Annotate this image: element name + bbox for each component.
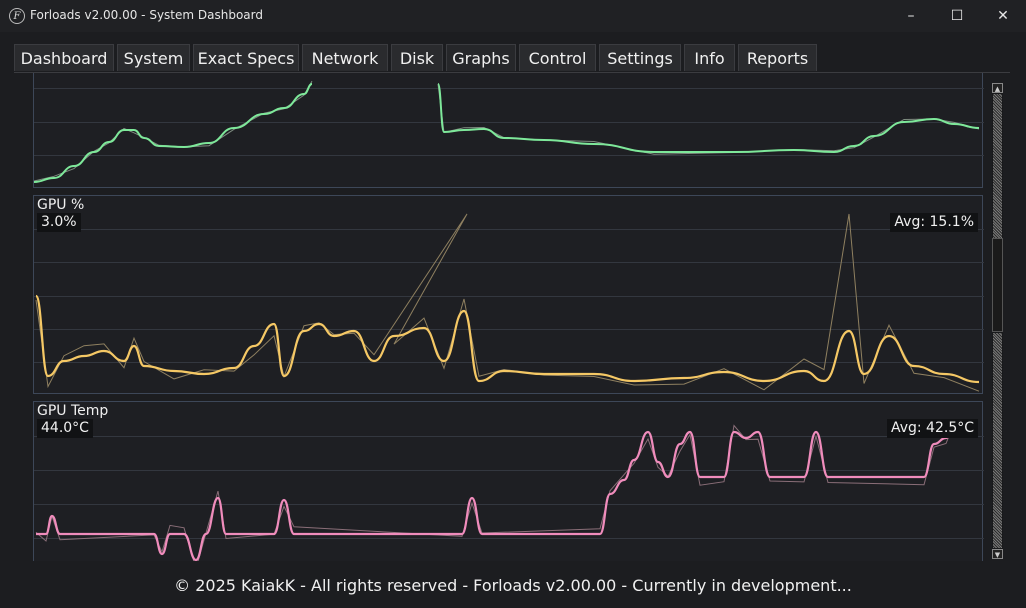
tab-disk[interactable]: Disk [391, 44, 443, 71]
tab-info[interactable]: Info [684, 44, 735, 71]
window-title: Forloads v2.00.00 - System Dashboard [30, 8, 263, 22]
graph-top-line [34, 83, 313, 183]
minimize-button[interactable]: – [907, 8, 915, 24]
tab-graphs[interactable]: Graphs [446, 44, 516, 71]
tab-control[interactable]: Control [519, 44, 596, 71]
graph-gpu-temp-plot [34, 422, 984, 561]
graph-panel-gpu-temp: GPU Temp 44.0°C Avg: 42.5°C [33, 401, 984, 561]
graph-gpu-temp-line [36, 422, 955, 561]
close-button[interactable]: ✕ [997, 8, 1009, 24]
graph-gpu-temp-raw-line [35, 423, 955, 561]
tab-exact-specs[interactable]: Exact Specs [193, 44, 299, 71]
graphs-content: GPU % 3.0% Avg: 15.1% GPU Temp 44.0°C Av… [14, 72, 1010, 561]
graph-gpu-usage-raw-line [35, 213, 980, 392]
title-bar: F Forloads v2.00.00 - System Dashboard –… [0, 0, 1026, 32]
graph-gpu-usage-plot [34, 213, 984, 392]
scrollbar-track-lower[interactable] [993, 333, 1002, 548]
vertical-scrollbar[interactable]: ▲ ▼ [992, 83, 1003, 559]
tab-dashboard[interactable]: Dashboard [14, 44, 114, 71]
maximize-button[interactable]: ☐ [950, 8, 964, 24]
graph-panel-top [33, 73, 984, 188]
graph-gpu-usage-label: GPU % [37, 197, 85, 213]
graph-gpu-temp-average: Avg: 42.5°C [886, 419, 978, 438]
footer-text: © 2025 KaiakK - All rights reserved - Fo… [174, 576, 852, 595]
tab-network[interactable]: Network [302, 44, 388, 71]
scroll-up-icon[interactable]: ▲ [992, 83, 1003, 93]
graph-gpu-usage-current: 3.0% [37, 213, 81, 232]
graph-top-plot [34, 80, 984, 183]
tab-system[interactable]: System [117, 44, 190, 71]
graph-gpu-temp-label: GPU Temp [37, 403, 109, 419]
graph-gpu-usage-line [34, 294, 980, 384]
tab-settings[interactable]: Settings [599, 44, 681, 71]
graph-gpu-usage-average: Avg: 15.1% [890, 213, 978, 232]
graph-panel-gpu-usage: GPU % 3.0% Avg: 15.1% [33, 195, 984, 394]
graph-gpu-temp-current: 44.0°C [37, 419, 93, 438]
tab-reports[interactable]: Reports [738, 44, 817, 71]
graph-top-line [437, 83, 980, 154]
scrollbar-track-upper[interactable] [993, 94, 1002, 238]
scroll-down-icon[interactable]: ▼ [992, 549, 1003, 559]
graph-top-raw-line [437, 83, 980, 155]
scrollbar-thumb[interactable] [992, 238, 1003, 332]
app-logo-icon: F [9, 8, 25, 24]
